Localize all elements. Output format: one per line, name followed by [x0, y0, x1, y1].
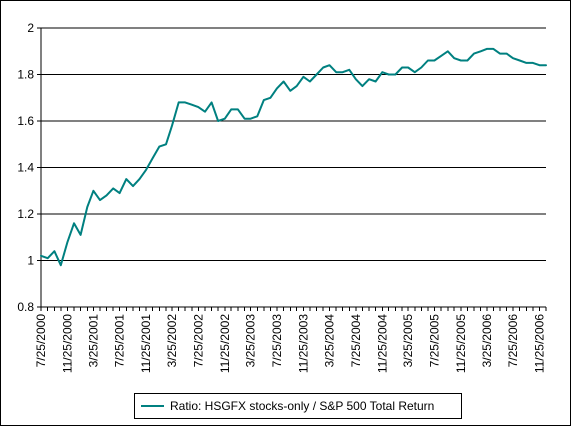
x-tick-label: 11/25/2004 — [375, 314, 389, 373]
x-tick-label: 7/25/2005 — [427, 314, 441, 368]
y-tick-label: 1.8 — [17, 68, 34, 82]
legend-box — [134, 393, 462, 419]
x-tick-label: 3/25/2001 — [86, 314, 100, 368]
x-tick-label: 11/25/2000 — [60, 314, 74, 373]
y-tick-label: 1.4 — [17, 161, 34, 175]
x-tick-label: 3/25/2006 — [480, 314, 494, 368]
x-tick-label: 11/25/2006 — [533, 314, 547, 373]
y-tick-label: 0.8 — [17, 300, 34, 314]
x-tick-label: 7/25/2004 — [349, 314, 363, 368]
y-tick-label: 1.6 — [17, 114, 34, 128]
x-tick-label: 3/25/2004 — [322, 314, 336, 368]
x-tick-label: 3/25/2003 — [244, 314, 258, 368]
x-tick-label: 7/25/2003 — [270, 314, 284, 368]
x-tick-label: 11/25/2005 — [454, 314, 468, 373]
x-tick-label: 11/25/2003 — [296, 314, 310, 373]
x-tick-label: 3/25/2002 — [165, 314, 179, 368]
y-tick-label: 1 — [27, 254, 34, 268]
x-tick-label: 7/25/2000 — [34, 314, 48, 368]
x-tick-label: 11/25/2002 — [218, 314, 232, 373]
y-tick-label: 2 — [27, 21, 34, 35]
legend-label: Ratio: HSGFX stocks-only / S&P 500 Total… — [170, 399, 434, 413]
series-line — [40, 47, 547, 267]
y-tick-label: 1.2 — [17, 207, 34, 221]
x-tick-label: 7/25/2006 — [506, 314, 520, 368]
x-tick-label: 3/25/2005 — [401, 314, 415, 368]
x-tick-label: 7/25/2002 — [191, 314, 205, 368]
x-tick-label: 11/25/2001 — [139, 314, 153, 373]
x-tick-label: 7/25/2001 — [113, 314, 127, 368]
